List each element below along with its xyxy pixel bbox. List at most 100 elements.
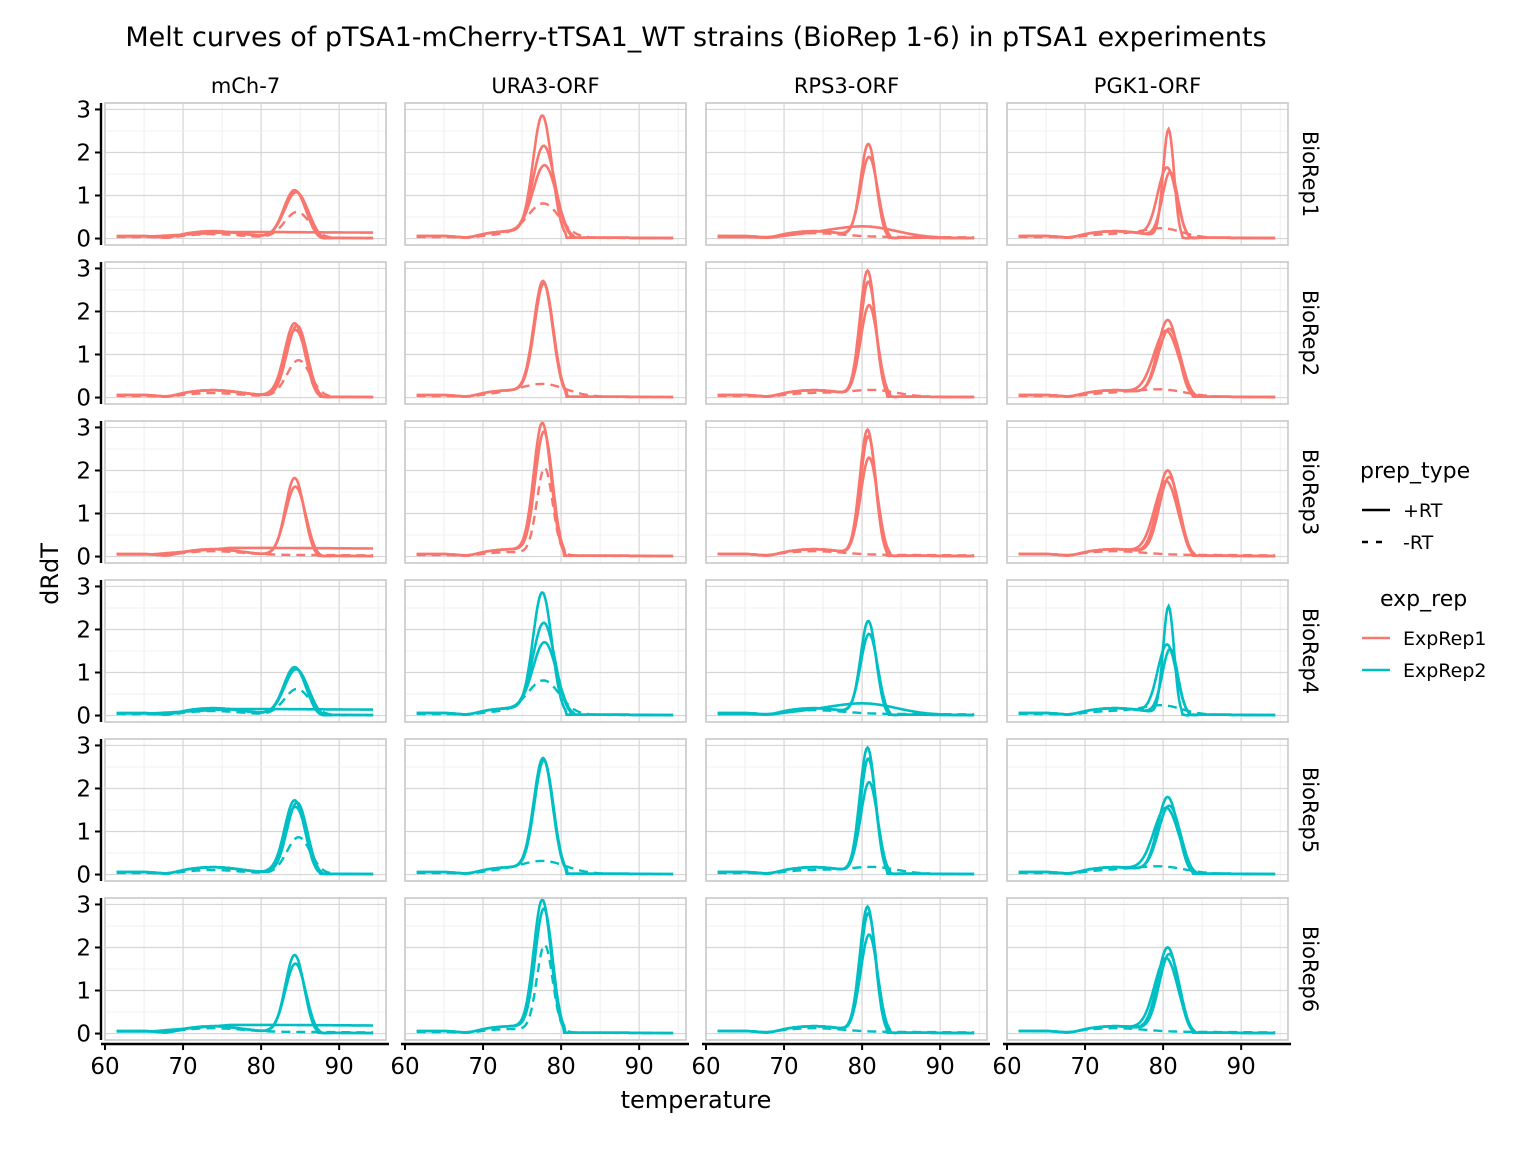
series-line-plus-rt	[1018, 475, 1276, 558]
facet-panel	[1006, 897, 1289, 1041]
y-tick-label: 0	[76, 704, 91, 730]
panel-border	[404, 102, 687, 246]
facet-panel	[705, 579, 988, 723]
x-tick-label: 80	[847, 1054, 876, 1080]
facet-panel	[404, 579, 687, 723]
x-tick-label: 80	[246, 1054, 275, 1080]
series-line-minus-rt	[416, 679, 674, 717]
panel-border	[1006, 102, 1289, 246]
y-axis-label: dRdT	[36, 543, 64, 605]
y-tick-label: 3	[76, 256, 91, 282]
y-tick-label: 1	[76, 184, 91, 210]
panel-border	[705, 738, 988, 882]
panel-border	[104, 738, 387, 882]
facet-row-label: BioRep3	[1298, 449, 1322, 535]
facet-col-label: mCh-7	[211, 74, 280, 98]
facet-col-label: URA3-ORF	[491, 74, 599, 98]
facet-panel	[104, 420, 387, 564]
series-line-plus-rt	[416, 907, 674, 1035]
series-line-plus-rt	[416, 430, 674, 558]
x-tick-label: 60	[90, 1054, 119, 1080]
legend-item-label: -RT	[1403, 532, 1434, 554]
x-tick-label: 60	[992, 1054, 1021, 1080]
series-line-minus-rt	[416, 202, 674, 240]
panel-border	[104, 102, 387, 246]
panel-border	[705, 102, 988, 246]
panel-border	[1006, 261, 1289, 405]
y-tick-label: 2	[76, 140, 91, 166]
y-tick-label: 3	[76, 733, 91, 759]
facet-panel	[705, 738, 988, 882]
x-tick-label: 70	[769, 1054, 798, 1080]
series-line-plus-rt	[416, 282, 674, 399]
x-tick-label: 60	[390, 1054, 419, 1080]
facet-row-label: BioRep6	[1298, 926, 1322, 1012]
facet-panel	[404, 420, 687, 564]
legend: prep_type +RT -RT exp_rep ExpRep1 ExpRep2	[1360, 459, 1487, 682]
y-tick-label: 2	[76, 935, 91, 961]
facet-panel	[705, 420, 988, 564]
series-line-plus-rt	[717, 702, 975, 717]
facet-row-label: BioRep1	[1298, 131, 1322, 217]
series-line-plus-rt	[116, 323, 374, 399]
panel-border	[404, 261, 687, 405]
y-tick-label: 0	[76, 1022, 91, 1048]
panel-border	[705, 897, 988, 1041]
panel-border	[104, 579, 387, 723]
series-line-plus-rt	[416, 759, 674, 876]
facet-panel	[1006, 261, 1289, 405]
panel-border	[404, 738, 687, 882]
panel-border	[404, 420, 687, 564]
y-tick-label: 0	[76, 227, 91, 253]
series-line-plus-rt	[1018, 804, 1276, 876]
panel-border	[705, 261, 988, 405]
panel-border	[1006, 738, 1289, 882]
y-tick-label: 0	[76, 863, 91, 889]
y-tick-label: 1	[76, 502, 91, 528]
facet-col-label: PGK1-ORF	[1094, 74, 1201, 98]
panel-border	[404, 579, 687, 723]
y-tick-label: 2	[76, 458, 91, 484]
x-tick-label: 90	[926, 1054, 955, 1080]
x-axis-label: temperature	[621, 1086, 772, 1114]
y-tick-label: 0	[76, 386, 91, 412]
panel-border	[104, 261, 387, 405]
y-tick-label: 2	[76, 299, 91, 325]
x-tick-label: 70	[468, 1054, 497, 1080]
x-tick-label: 90	[1227, 1054, 1256, 1080]
facet-panel	[104, 261, 387, 405]
panel-border	[1006, 897, 1289, 1041]
series-line-plus-rt	[116, 800, 374, 876]
panel-border	[404, 897, 687, 1041]
legend-item-label: ExpRep1	[1403, 628, 1487, 650]
series-line-plus-rt	[717, 780, 975, 876]
series-line-plus-rt	[717, 456, 975, 558]
y-tick-label: 3	[76, 97, 91, 123]
legend-title-exp-rep: exp_rep	[1380, 587, 1467, 612]
legend-title-prep-type: prep_type	[1360, 459, 1470, 484]
facet-panel	[705, 102, 988, 246]
x-tick-label: 70	[1070, 1054, 1099, 1080]
legend-item-label: +RT	[1403, 500, 1443, 522]
facet-panel	[1006, 579, 1289, 723]
legend-item-label: ExpRep2	[1403, 660, 1487, 682]
series-line-plus-rt	[1018, 952, 1276, 1035]
facet-panel	[104, 897, 387, 1041]
series-line-plus-rt	[116, 707, 374, 715]
facet-panel	[705, 261, 988, 405]
y-tick-label: 0	[76, 545, 91, 571]
y-tick-label: 1	[76, 343, 91, 369]
facet-panel	[104, 738, 387, 882]
series-line-plus-rt	[717, 303, 975, 399]
series-line-plus-rt	[116, 546, 374, 556]
x-tick-label: 80	[1148, 1054, 1177, 1080]
series-line-plus-rt	[717, 933, 975, 1035]
facet-grid: mCh-7 0 1 2 3 0 1 2 3 0 1 2 3 0 1 2 3 0 1 2 3 0 1 2 3 60 70 80 90 URA…	[76, 74, 1322, 1080]
facet-panel	[1006, 738, 1289, 882]
y-tick-label: 2	[76, 617, 91, 643]
series-line-plus-rt	[1018, 170, 1276, 240]
facet-panel	[1006, 102, 1289, 246]
facet-panel	[104, 102, 387, 246]
series-line-minus-rt	[116, 835, 374, 876]
panel-border	[1006, 420, 1289, 564]
